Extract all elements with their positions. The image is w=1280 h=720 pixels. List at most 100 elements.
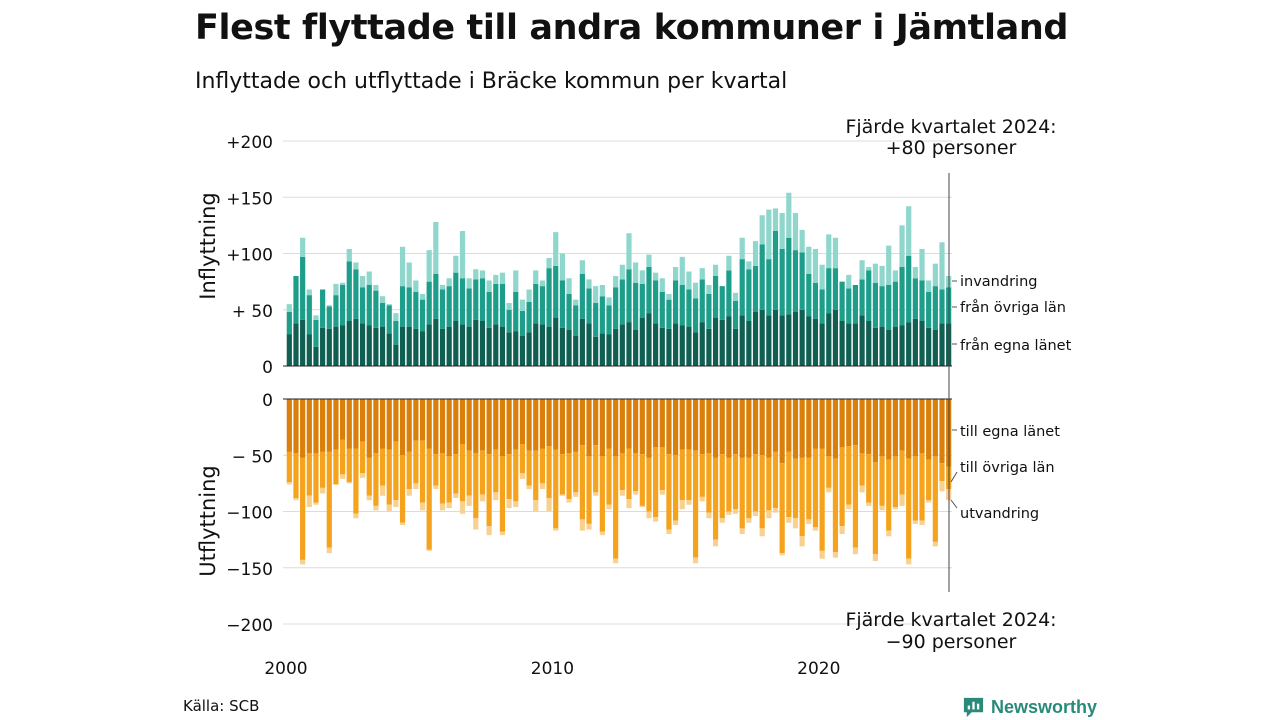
bar-out-segment xyxy=(479,399,486,451)
bar-in-segment xyxy=(393,321,399,345)
label-till-ovriga-lan: till övriga län xyxy=(960,460,1055,476)
bar-in-segment xyxy=(799,309,805,366)
bar-in-segment xyxy=(566,330,572,366)
y-tick-bottom: −150 xyxy=(226,560,273,580)
bar-in-segment xyxy=(653,272,659,281)
bar-in-segment xyxy=(746,321,752,366)
bar-out-segment xyxy=(453,454,459,494)
bar-in-segment xyxy=(559,253,565,281)
bar-in-segment xyxy=(573,299,579,306)
bar-in-segment xyxy=(379,296,386,303)
bar-in-segment xyxy=(306,289,312,296)
bar-in-segment xyxy=(573,335,579,367)
bar-in-segment xyxy=(593,286,599,304)
bar-in-segment xyxy=(779,315,785,367)
bar-in-segment xyxy=(919,321,925,366)
bar-in-segment xyxy=(932,330,938,366)
bar-out-segment xyxy=(506,454,512,500)
bar-in-segment xyxy=(792,250,799,313)
bar-in-segment xyxy=(426,324,432,367)
bar-out-segment xyxy=(333,399,339,450)
bar-in-segment xyxy=(872,282,878,328)
bar-out-segment xyxy=(819,399,825,449)
bar-out-segment xyxy=(819,550,825,559)
bar-in-segment xyxy=(786,192,792,238)
bar-in-segment xyxy=(306,295,312,335)
bar-out-segment xyxy=(719,399,725,455)
bar-out-segment xyxy=(859,453,865,486)
bar-in-segment xyxy=(879,286,885,327)
label-fran-egna-lanet: från egna länet xyxy=(960,337,1072,354)
bar-out-segment xyxy=(912,399,918,457)
bar-out-segment xyxy=(586,399,592,457)
bar-out-segment xyxy=(899,450,905,495)
bar-out-segment xyxy=(892,456,898,508)
bar-in-segment xyxy=(559,327,565,366)
bar-out-segment xyxy=(832,552,839,558)
bar-in-segment xyxy=(559,280,565,328)
bar-out-segment xyxy=(306,399,312,453)
bar-out-segment xyxy=(606,504,612,510)
source-label: Källa: SCB xyxy=(183,697,260,715)
annotation-bottom-line1: Fjärde kvartalet 2024: xyxy=(845,609,1056,631)
bar-out-segment xyxy=(493,492,499,501)
bar-in-segment xyxy=(819,264,825,290)
bar-out-segment xyxy=(379,399,386,449)
bar-out-segment xyxy=(646,457,652,512)
bar-in-segment xyxy=(453,272,459,322)
annotation-bottom-line2: −90 personer xyxy=(886,631,1017,653)
bar-in-segment xyxy=(739,259,745,316)
bar-in-segment xyxy=(333,326,339,367)
bar-in-segment xyxy=(413,291,419,329)
bar-out-segment xyxy=(659,447,665,491)
bar-in-segment xyxy=(772,231,779,310)
bar-in-segment xyxy=(379,303,386,327)
bar-in-segment xyxy=(852,285,859,324)
bar-in-segment xyxy=(286,304,292,313)
bar-out-segment xyxy=(859,485,865,493)
brand[interactable]: Newsworthy xyxy=(962,694,1097,720)
bar-in-segment xyxy=(546,258,552,269)
bar-in-segment xyxy=(599,285,605,297)
bar-out-segment xyxy=(559,399,565,455)
bar-in-segment xyxy=(426,281,432,325)
bar-out-segment xyxy=(613,558,619,564)
bar-in-segment xyxy=(479,270,486,279)
bars-inflyttning xyxy=(283,192,952,367)
bar-out-segment xyxy=(659,399,665,448)
bar-out-segment xyxy=(932,541,938,547)
bar-in-segment xyxy=(719,319,725,367)
bar-in-segment xyxy=(679,256,685,286)
bar-out-segment xyxy=(359,441,366,474)
bar-in-segment xyxy=(699,322,705,367)
bar-out-segment xyxy=(679,399,685,450)
bar-in-segment xyxy=(486,280,492,292)
bar-in-segment xyxy=(619,279,625,325)
bar-out-segment xyxy=(766,457,772,511)
bar-in-segment xyxy=(706,285,712,294)
bar-in-segment xyxy=(872,263,878,283)
bar-out-segment xyxy=(513,399,519,450)
bar-out-segment xyxy=(673,455,679,521)
bar-in-segment xyxy=(419,299,426,332)
bar-out-segment xyxy=(726,511,732,515)
bar-out-segment xyxy=(313,453,319,503)
bar-out-segment xyxy=(866,454,872,503)
bar-out-segment xyxy=(459,444,466,502)
bar-out-segment xyxy=(792,399,799,459)
bar-out-segment xyxy=(346,482,352,484)
bar-out-segment xyxy=(439,399,446,453)
bar-in-segment xyxy=(493,283,499,325)
bar-in-segment xyxy=(419,331,426,367)
bar-out-segment xyxy=(533,500,539,512)
bar-in-segment xyxy=(626,233,632,270)
bar-in-segment xyxy=(886,330,892,366)
bar-out-segment xyxy=(712,457,719,540)
bar-out-segment xyxy=(473,453,479,519)
bar-out-segment xyxy=(646,399,652,458)
bar-in-segment xyxy=(499,326,506,367)
bar-out-segment xyxy=(293,399,299,453)
bar-in-segment xyxy=(446,326,452,367)
bar-in-segment xyxy=(599,333,605,367)
bar-out-segment xyxy=(553,528,559,531)
